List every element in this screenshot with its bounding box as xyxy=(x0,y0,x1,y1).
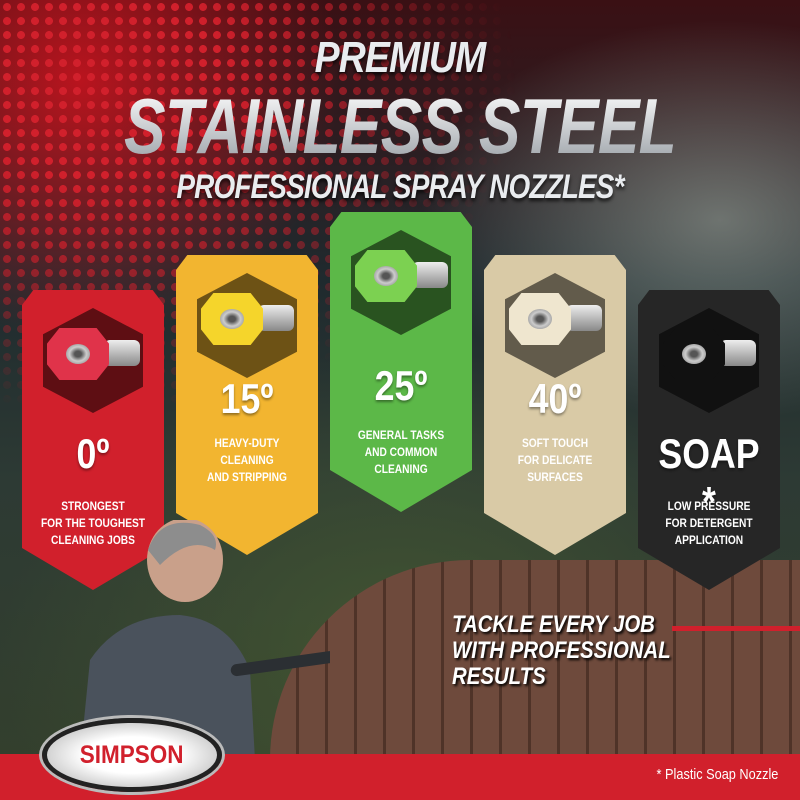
desc-line: FOR THE TOUGHEST xyxy=(40,516,146,530)
headline-premium: PREMIUM xyxy=(314,34,487,82)
nozzle-angle: 25º xyxy=(374,362,428,409)
nozzle-card: 15º HEAVY-DUTY CLEANING AND STRIPPING xyxy=(176,255,318,555)
nozzle-orifice-icon xyxy=(220,309,244,329)
tagline-line: TACKLE EVERY JOB xyxy=(452,611,655,638)
desc-line: AND COMMON xyxy=(364,445,438,459)
nozzle-orifice-icon xyxy=(66,344,90,364)
nozzle-stem-icon xyxy=(412,262,448,288)
desc-line: SOFT TOUCH xyxy=(521,436,589,450)
nozzle-stem-icon xyxy=(720,340,756,366)
nozzle-description: SOFT TOUCH FOR DELICATE SURFACES xyxy=(495,435,616,486)
nozzle-orifice-icon xyxy=(528,309,552,329)
nozzle-card: 25º GENERAL TASKS AND COMMON CLEANING xyxy=(330,212,472,512)
desc-line: HEAVY-DUTY xyxy=(214,436,280,450)
nozzle-description: GENERAL TASKS AND COMMON CLEANING xyxy=(341,427,462,478)
nozzle-description: HEAVY-DUTY CLEANING AND STRIPPING xyxy=(187,435,308,486)
nozzle-card: SOAP * LOW PRESSURE FOR DETERGENT APPLIC… xyxy=(638,290,780,590)
simpson-logo: SIMPSON xyxy=(42,718,222,792)
nozzle-orifice-icon xyxy=(374,266,398,286)
tagline: TACKLE EVERY JOB WITH PROFESSIONAL RESUL… xyxy=(452,612,671,690)
nozzle-description: STRONGEST FOR THE TOUGHEST CLEANING JOBS xyxy=(33,498,154,549)
desc-line: FOR DETERGENT xyxy=(665,516,753,530)
nozzle-orifice-icon xyxy=(682,344,706,364)
footnote: * Plastic Soap Nozzle xyxy=(656,766,778,783)
desc-line: SURFACES xyxy=(527,470,583,484)
spray-accent-line xyxy=(672,626,800,631)
nozzle-angle: 0º xyxy=(76,430,110,477)
logo-text: SIMPSON xyxy=(80,740,184,769)
headline-spray-nozzles: PROFESSIONAL SPRAY NOZZLES* xyxy=(176,168,624,206)
desc-line: APPLICATION xyxy=(674,533,744,547)
tagline-line: WITH PROFESSIONAL xyxy=(452,637,671,664)
desc-line: STRONGEST xyxy=(61,499,125,513)
nozzle-angle: 15º xyxy=(220,375,274,422)
nozzle-stem-icon xyxy=(258,305,294,331)
wood-fence-photo xyxy=(270,560,800,760)
nozzle-angle: 40º xyxy=(528,375,582,422)
desc-line: CLEANING JOBS xyxy=(51,533,135,547)
nozzle-stem-icon xyxy=(104,340,140,366)
desc-line: CLEANING xyxy=(220,453,274,467)
desc-line: CLEANING xyxy=(374,462,428,476)
nozzle-card: 40º SOFT TOUCH FOR DELICATE SURFACES xyxy=(484,255,626,555)
nozzle-angle: SOAP * xyxy=(658,430,760,525)
tagline-line: RESULTS xyxy=(452,663,546,690)
headline-stainless-steel: STAINLESS STEEL xyxy=(80,86,720,166)
nozzle-description: LOW PRESSURE FOR DETERGENT APPLICATION xyxy=(649,498,770,549)
nozzle-stem-icon xyxy=(566,305,602,331)
desc-line: FOR DELICATE xyxy=(517,453,593,467)
desc-line: LOW PRESSURE xyxy=(667,499,751,513)
desc-line: AND STRIPPING xyxy=(207,470,287,484)
nozzle-card: 0º STRONGEST FOR THE TOUGHEST CLEANING J… xyxy=(22,290,164,590)
desc-line: GENERAL TASKS xyxy=(357,428,445,442)
